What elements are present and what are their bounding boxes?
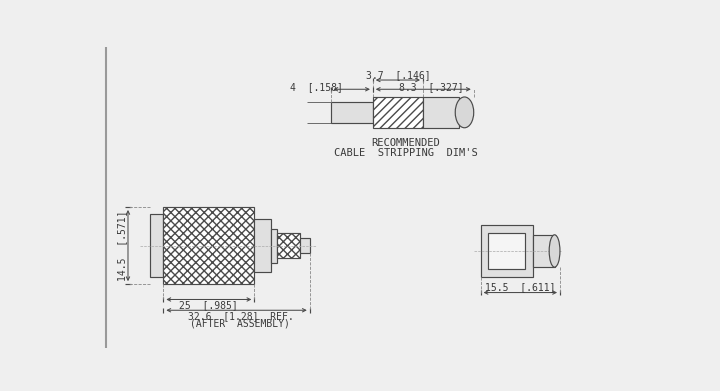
Bar xyxy=(373,97,423,128)
Text: 4  [.158]: 4 [.158] xyxy=(290,82,343,92)
Ellipse shape xyxy=(455,97,474,128)
Bar xyxy=(330,102,373,123)
Bar xyxy=(271,229,277,262)
Text: 32.6  [1.28]  REF.: 32.6 [1.28] REF. xyxy=(187,311,293,321)
Bar xyxy=(533,235,554,267)
Text: CABLE  STRIPPING  DIM'S: CABLE STRIPPING DIM'S xyxy=(333,148,477,158)
Bar xyxy=(254,219,271,272)
Bar xyxy=(300,238,310,253)
Text: RECOMMENDED: RECOMMENDED xyxy=(372,138,440,148)
Text: 8.3  [.327]: 8.3 [.327] xyxy=(399,82,463,92)
Bar xyxy=(423,97,459,128)
Text: (AFTER  ASSEMBLY): (AFTER ASSEMBLY) xyxy=(191,318,290,328)
Text: 14.5  [.571]: 14.5 [.571] xyxy=(117,210,127,281)
Bar xyxy=(277,233,300,258)
Bar xyxy=(163,207,254,284)
Text: 3.7  [.146]: 3.7 [.146] xyxy=(366,70,430,80)
Bar xyxy=(488,233,526,269)
Bar xyxy=(150,214,163,277)
Text: 25  [.985]: 25 [.985] xyxy=(179,300,238,310)
Bar xyxy=(481,225,533,277)
Ellipse shape xyxy=(549,235,560,267)
Text: 15.5  [.611]: 15.5 [.611] xyxy=(485,282,556,292)
